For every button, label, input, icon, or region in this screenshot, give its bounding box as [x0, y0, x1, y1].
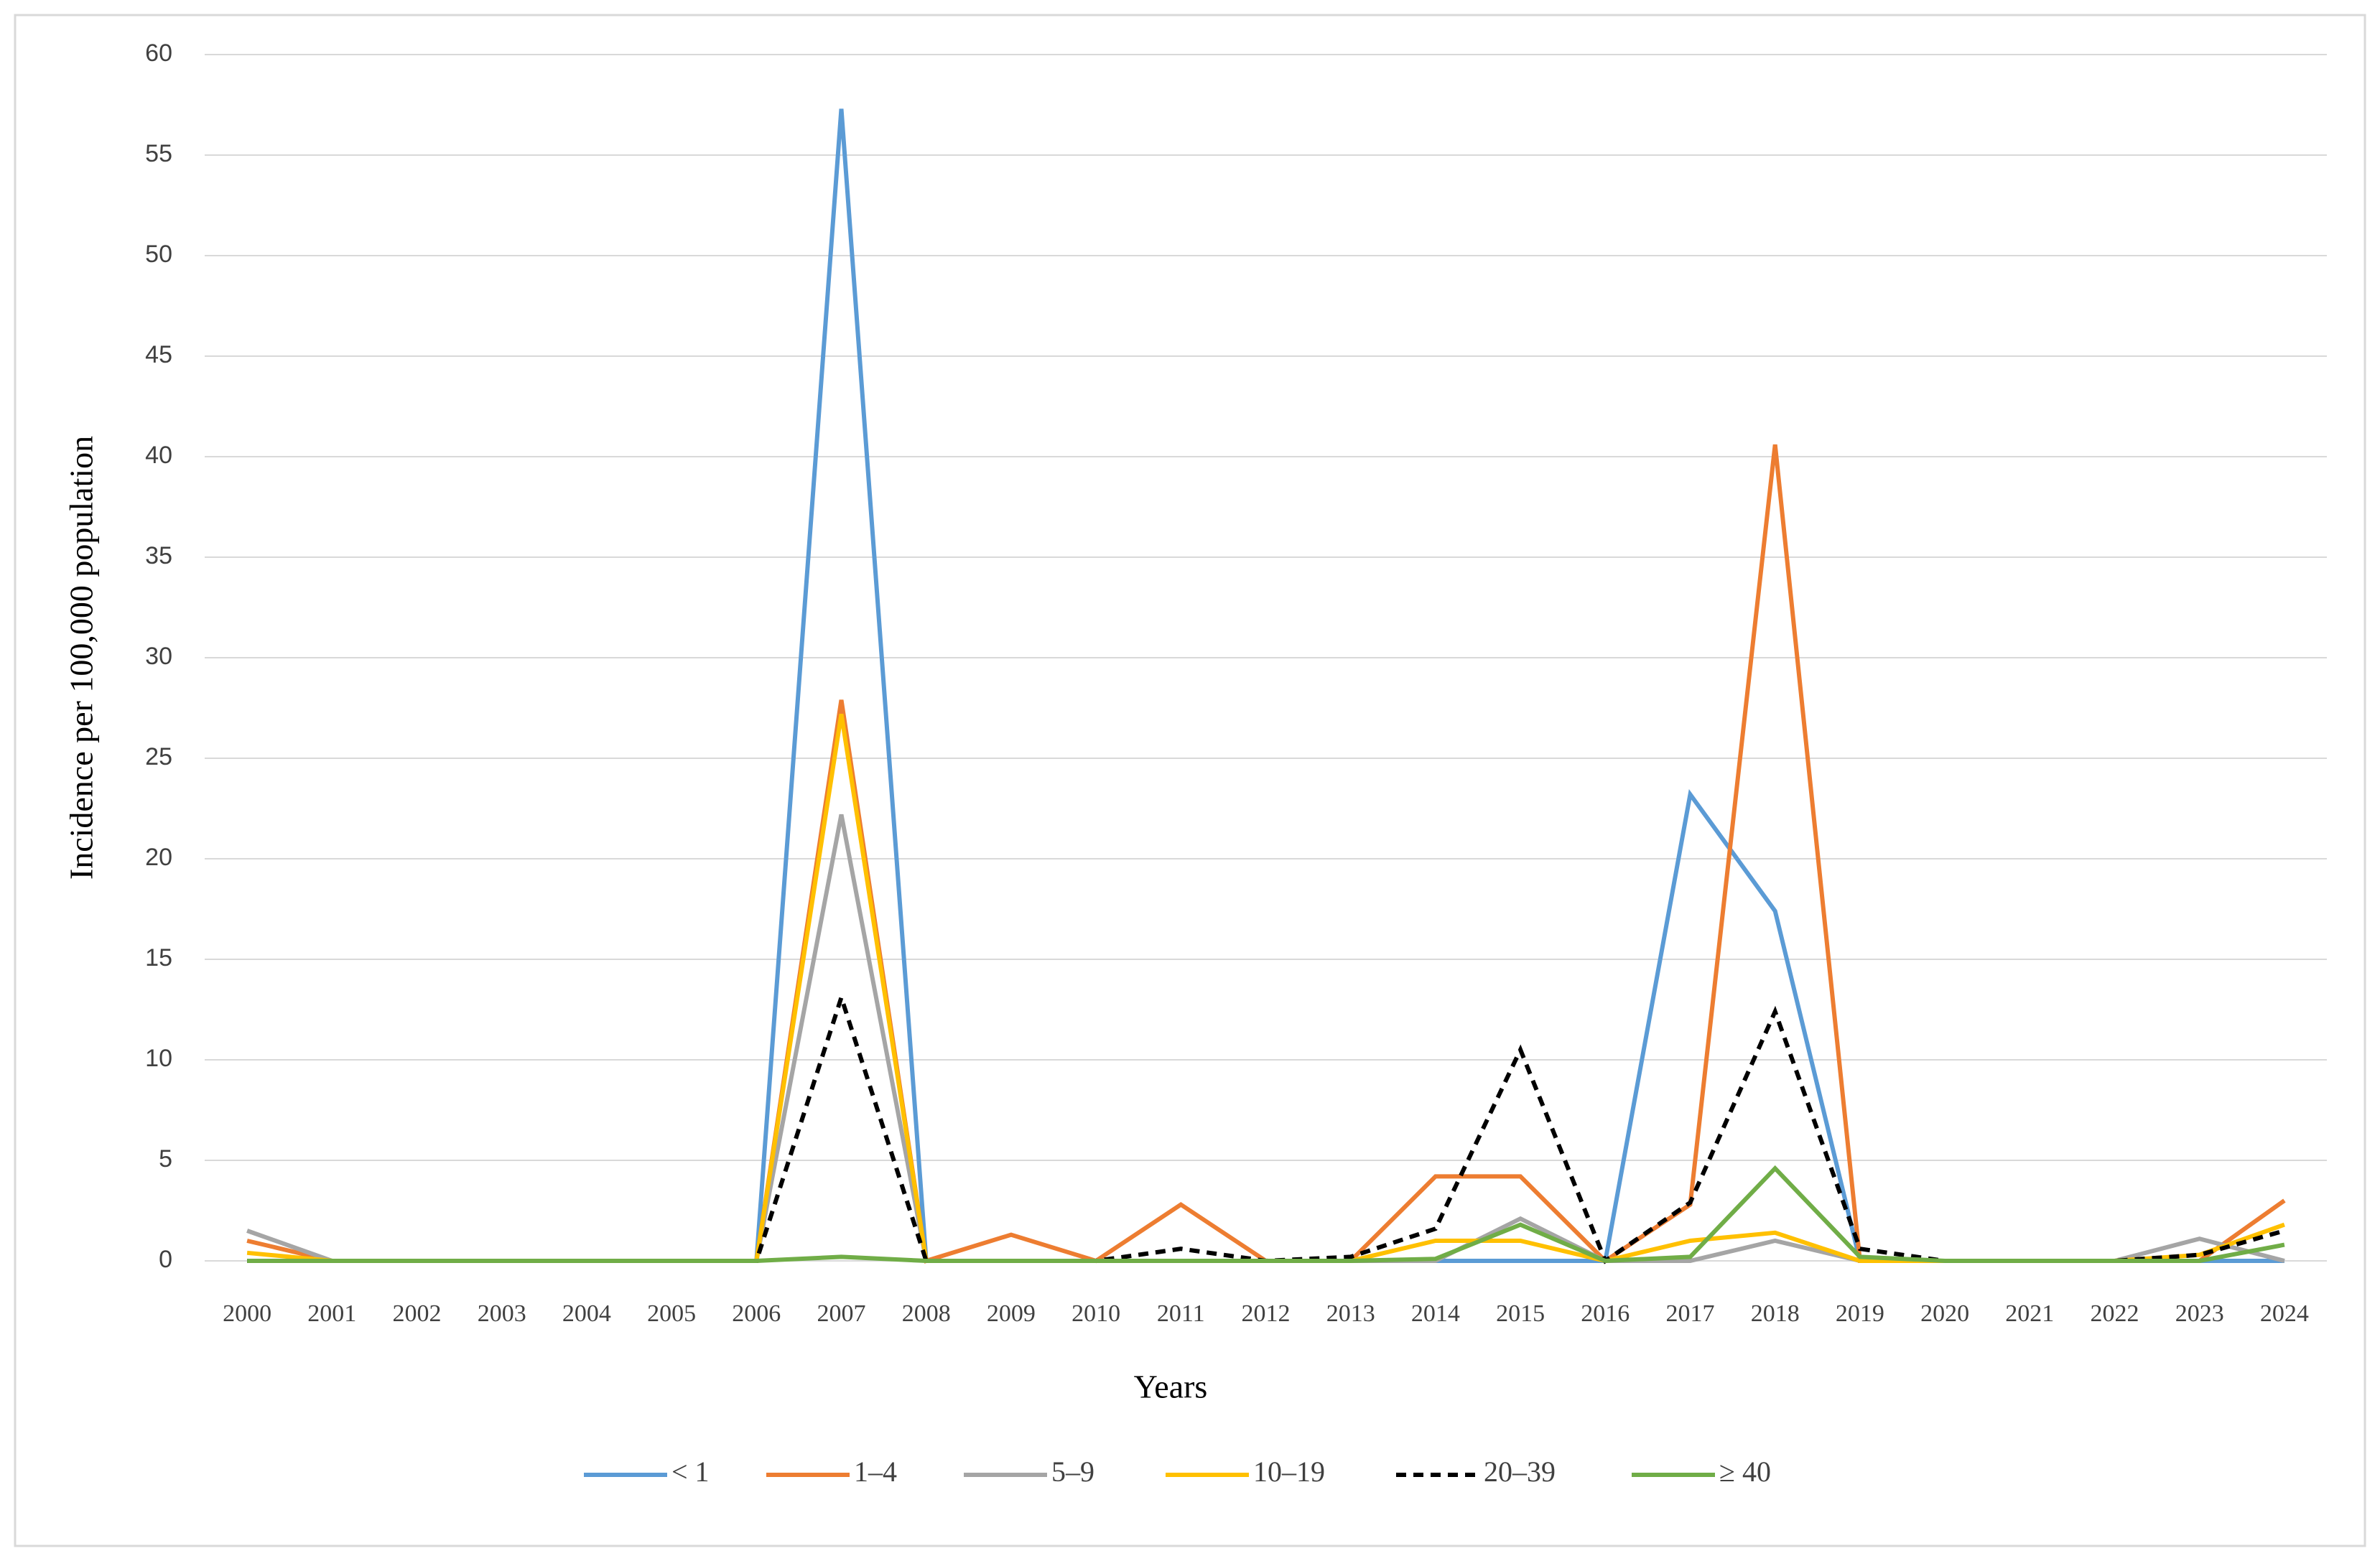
x-tick-label: 2019 [1836, 1300, 1884, 1327]
x-tick-label: 2003 [478, 1300, 526, 1327]
legend-label: ≥ 40 [1719, 1455, 1771, 1488]
chart-frame [14, 14, 2366, 1547]
x-tick-label: 2007 [817, 1300, 866, 1327]
series-line [247, 1165, 2285, 1264]
x-tick-label: 2016 [1581, 1300, 1630, 1327]
y-tick-label: 25 [145, 743, 172, 770]
x-tick-label: 2015 [1496, 1300, 1545, 1327]
y-tick-label: 5 [159, 1145, 172, 1173]
y-tick-label: 10 [145, 1045, 172, 1072]
y-tick-label: 60 [145, 39, 172, 67]
x-tick-label: 2020 [1920, 1300, 1969, 1327]
x-tick-label: 2021 [2005, 1300, 2054, 1327]
legend-label: 1–4 [854, 1455, 897, 1488]
x-tick-label: 2013 [1326, 1300, 1375, 1327]
x-tick-label: 2012 [1242, 1300, 1291, 1327]
y-tick-label: 45 [145, 341, 172, 368]
x-tick-label: 2018 [1751, 1300, 1800, 1327]
x-tick-label: 2008 [902, 1300, 951, 1327]
x-tick-label: 2000 [223, 1300, 271, 1327]
y-tick-label: 30 [145, 643, 172, 670]
x-tick-label: 2010 [1072, 1300, 1120, 1327]
legend-label: < 1 [671, 1455, 710, 1488]
x-tick-label: 2017 [1666, 1300, 1715, 1327]
x-tick-label: 2005 [647, 1300, 696, 1327]
x-tick-label: 2001 [307, 1300, 356, 1327]
x-tick-label: 2014 [1411, 1300, 1460, 1327]
x-tick-label: 2006 [732, 1300, 781, 1327]
legend-label: 10–19 [1253, 1455, 1325, 1488]
y-axis-title: Incidence per 100,000 population [63, 436, 100, 880]
y-tick-label: 20 [145, 844, 172, 871]
y-tick-label: 35 [145, 542, 172, 569]
y-tick-label: 15 [145, 944, 172, 971]
y-tick-label: 50 [145, 241, 172, 268]
y-tick-label: 55 [145, 140, 172, 167]
legend-label: 5–9 [1051, 1455, 1094, 1488]
x-axis-title: Years [1134, 1369, 1208, 1405]
x-tick-label: 2004 [562, 1300, 611, 1327]
legend-label: 20–39 [1484, 1455, 1556, 1488]
y-tick-label: 40 [145, 442, 172, 469]
x-tick-label: 2009 [987, 1300, 1036, 1327]
x-tick-label: 2023 [2175, 1300, 2224, 1327]
x-tick-label: 2024 [2260, 1300, 2309, 1327]
x-tick-label: 2011 [1157, 1300, 1205, 1327]
x-tick-label: 2022 [2091, 1300, 2139, 1327]
y-tick-label: 0 [159, 1246, 172, 1273]
x-tick-label: 2002 [393, 1300, 442, 1327]
